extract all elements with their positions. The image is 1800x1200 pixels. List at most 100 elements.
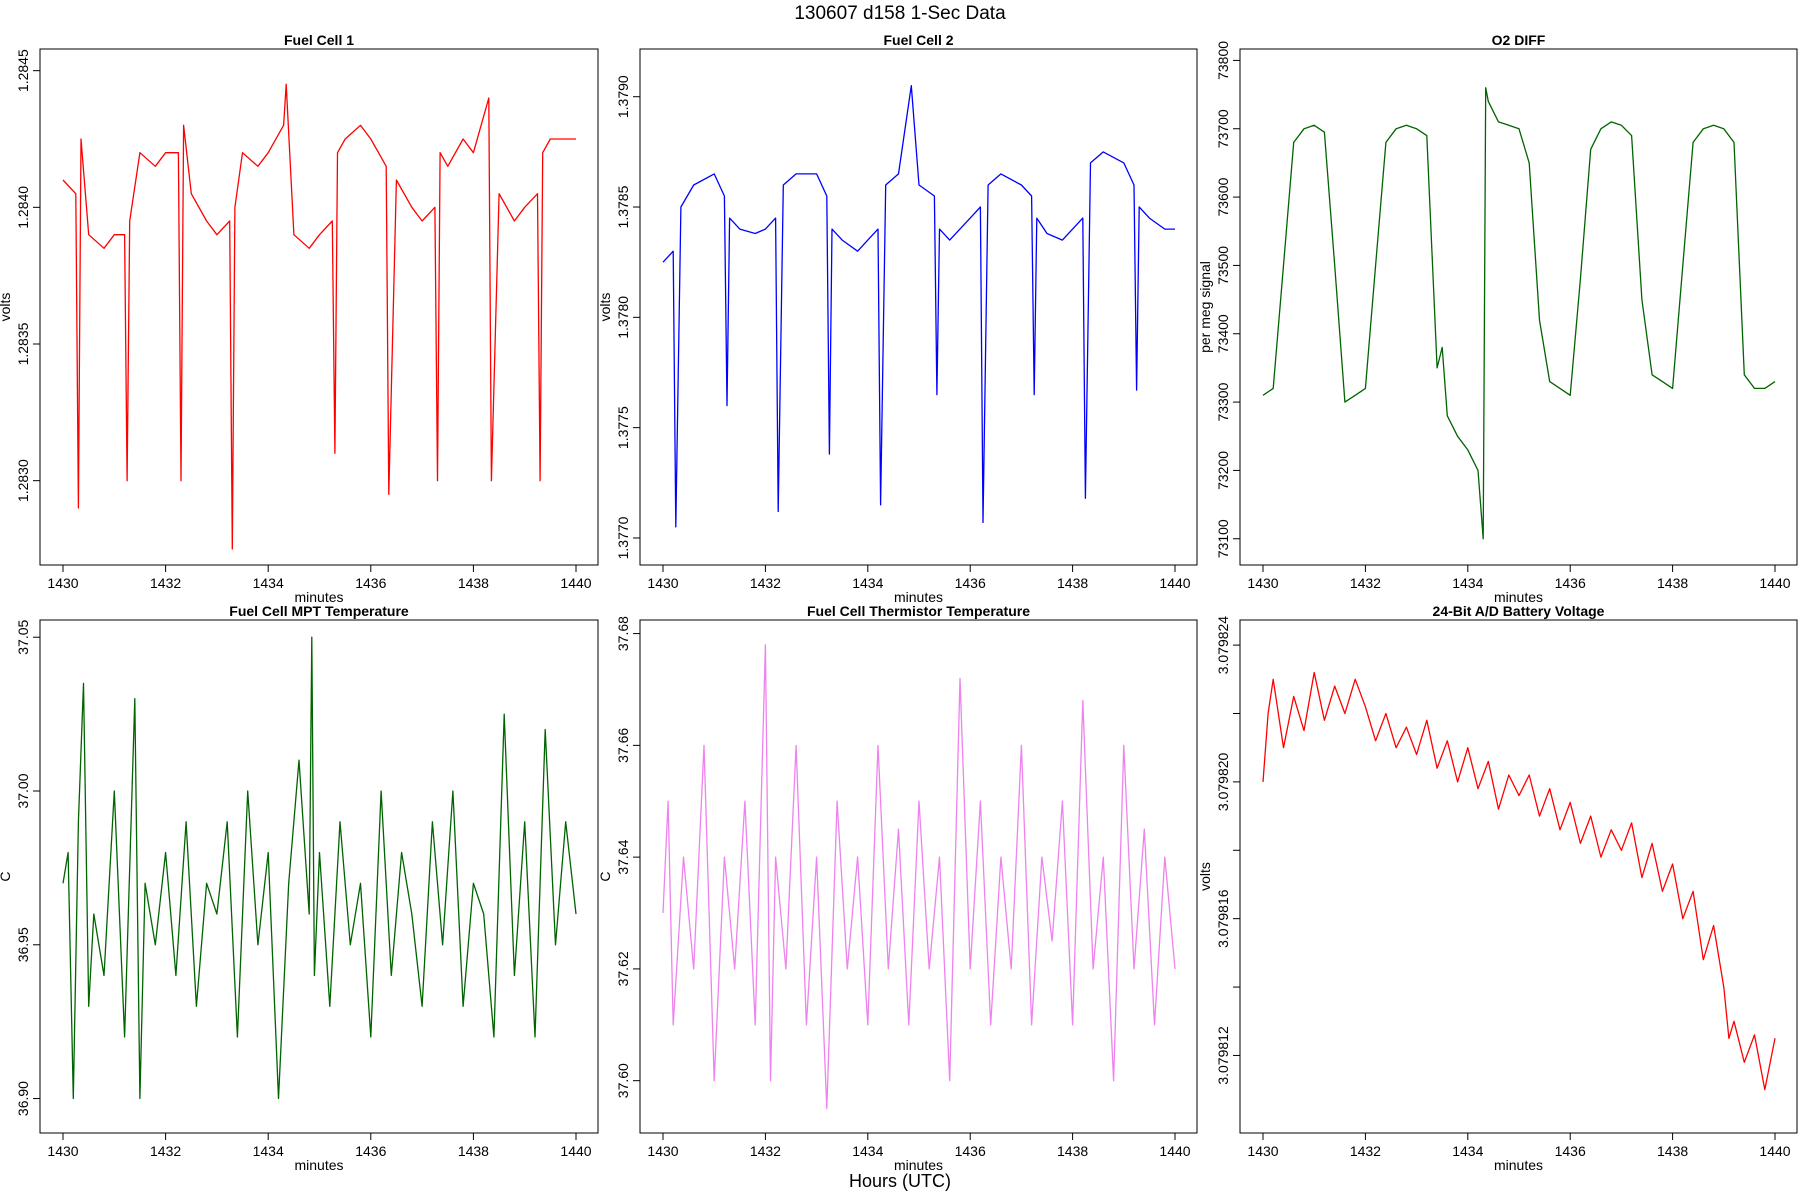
figure-suptitle: 130607 d158 1-Sec Data <box>794 3 1006 24</box>
x-tick-label: 1432 <box>750 1143 781 1159</box>
chart-panels: Fuel Cell 1 1430 1432 1434 1436 1438 1440 minut… <box>0 32 1798 1173</box>
series-line <box>62 636 577 1100</box>
x-axis-label: minutes <box>1494 1157 1543 1173</box>
x-tick-label: 1440 <box>560 1143 591 1159</box>
x-tick-label: 1434 <box>852 1143 883 1159</box>
x-tick-label: 1440 <box>1159 1143 1190 1159</box>
y-tick-label: 1.3780 <box>615 296 631 339</box>
x-tick-label: 1434 <box>253 1143 284 1159</box>
x-tick-label: 1430 <box>647 1143 678 1159</box>
chart-panel: 24-Bit A/D Battery Voltage 1430 1432 1434 14… <box>1197 603 1798 1173</box>
y-tick-label: 3.079824 <box>1215 616 1231 675</box>
x-tick-label: 1438 <box>1657 575 1688 591</box>
chart-title: O2 DIFF <box>1492 32 1546 48</box>
y-tick-label: 1.3775 <box>615 406 631 449</box>
series-line <box>662 85 1175 528</box>
x-tick-label: 1438 <box>458 575 489 591</box>
y-tick-label: 3.079820 <box>1215 752 1231 811</box>
series-line <box>1262 87 1776 540</box>
plot-frame <box>39 48 599 566</box>
y-axis-label: volts <box>0 293 13 322</box>
plot-frame <box>1239 619 1798 1134</box>
y-tick-label: 37.05 <box>15 620 31 655</box>
chart-title: Fuel Cell 2 <box>883 32 953 48</box>
x-tick-label: 1434 <box>1452 575 1483 591</box>
x-tick-label: 1438 <box>458 1143 489 1159</box>
x-tick-label: 1436 <box>355 575 386 591</box>
chart-title: 24-Bit A/D Battery Voltage <box>1433 603 1605 619</box>
x-tick-label: 1440 <box>1759 1143 1790 1159</box>
y-tick-label: 73300 <box>1215 382 1231 421</box>
x-tick-label: 1432 <box>150 575 181 591</box>
y-tick-label: 73100 <box>1215 519 1231 558</box>
series-line <box>62 83 576 550</box>
y-tick-label: 73800 <box>1215 41 1231 80</box>
y-tick-label: 37.64 <box>615 839 631 874</box>
x-tick-label: 1436 <box>955 575 986 591</box>
x-tick-label: 1430 <box>1247 1143 1278 1159</box>
x-tick-label: 1434 <box>1452 1143 1483 1159</box>
chart-title: Fuel Cell Thermistor Temperature <box>807 603 1030 619</box>
plot-frame <box>39 619 599 1134</box>
plot-frame <box>639 48 1198 566</box>
y-tick-label: 73500 <box>1215 246 1231 285</box>
plot-frame <box>1239 48 1798 566</box>
y-tick-label: 1.3785 <box>615 185 631 228</box>
chart-panel: Fuel Cell 2 1430 1432 1434 1436 1438 1440 minut… <box>597 32 1198 605</box>
series-line <box>662 644 1176 1110</box>
x-tick-label: 1440 <box>560 575 591 591</box>
x-tick-label: 1434 <box>253 575 284 591</box>
y-tick-label: 1.3790 <box>615 75 631 118</box>
x-tick-label: 1430 <box>47 575 78 591</box>
y-tick-label: 1.2845 <box>15 49 31 92</box>
y-axis-label: C <box>597 871 613 881</box>
x-tick-label: 1430 <box>1247 575 1278 591</box>
y-axis-label: volts <box>597 293 613 322</box>
x-tick-label: 1440 <box>1759 575 1790 591</box>
x-tick-label: 1430 <box>47 1143 78 1159</box>
chart-panel: Fuel Cell MPT Temperature 1430 1432 1434 143… <box>0 603 599 1173</box>
y-tick-label: 3.079812 <box>1215 1026 1231 1085</box>
chart-panel: Fuel Cell 1 1430 1432 1434 1436 1438 1440 minut… <box>0 32 599 605</box>
y-tick-label: 37.60 <box>615 1063 631 1098</box>
y-axis-label: per meg signal <box>1197 261 1213 353</box>
x-tick-label: 1436 <box>1555 1143 1586 1159</box>
x-tick-label: 1432 <box>1350 575 1381 591</box>
x-axis-label: minutes <box>1494 589 1543 605</box>
y-tick-label: 73200 <box>1215 451 1231 490</box>
y-tick-label: 37.68 <box>615 616 631 651</box>
x-tick-label: 1430 <box>647 575 678 591</box>
y-tick-label: 1.2830 <box>15 459 31 502</box>
x-tick-label: 1436 <box>955 1143 986 1159</box>
y-tick-label: 73600 <box>1215 177 1231 216</box>
y-tick-label: 37.00 <box>15 773 31 808</box>
x-tick-label: 1438 <box>1657 1143 1688 1159</box>
y-tick-label: 73700 <box>1215 109 1231 148</box>
x-axis-label: minutes <box>894 1157 943 1173</box>
x-tick-label: 1436 <box>355 1143 386 1159</box>
y-axis-label: C <box>0 871 13 881</box>
series-line <box>1262 671 1776 1091</box>
figure-xlabel: Hours (UTC) <box>849 1171 951 1191</box>
y-tick-label: 1.3770 <box>615 516 631 559</box>
x-tick-label: 1438 <box>1057 1143 1088 1159</box>
x-tick-label: 1432 <box>150 1143 181 1159</box>
y-tick-label: 37.62 <box>615 951 631 986</box>
y-tick-label: 1.2840 <box>15 186 31 229</box>
x-tick-label: 1440 <box>1159 575 1190 591</box>
y-tick-label: 37.66 <box>615 728 631 763</box>
y-tick-label: 36.95 <box>15 927 31 962</box>
y-axis-label: volts <box>1197 862 1213 891</box>
x-axis-label: minutes <box>294 589 343 605</box>
x-axis-label: minutes <box>294 1157 343 1173</box>
x-tick-label: 1432 <box>1350 1143 1381 1159</box>
chart-title: Fuel Cell MPT Temperature <box>229 603 409 619</box>
x-tick-label: 1434 <box>852 575 883 591</box>
x-axis-label: minutes <box>894 589 943 605</box>
plot-frame <box>639 619 1198 1134</box>
chart-title: Fuel Cell 1 <box>284 32 354 48</box>
chart-panel: O2 DIFF 1430 1432 1434 1436 1438 1440 minutes 73… <box>1197 32 1798 605</box>
y-tick-label: 1.2835 <box>15 322 31 365</box>
y-tick-label: 73400 <box>1215 314 1231 353</box>
